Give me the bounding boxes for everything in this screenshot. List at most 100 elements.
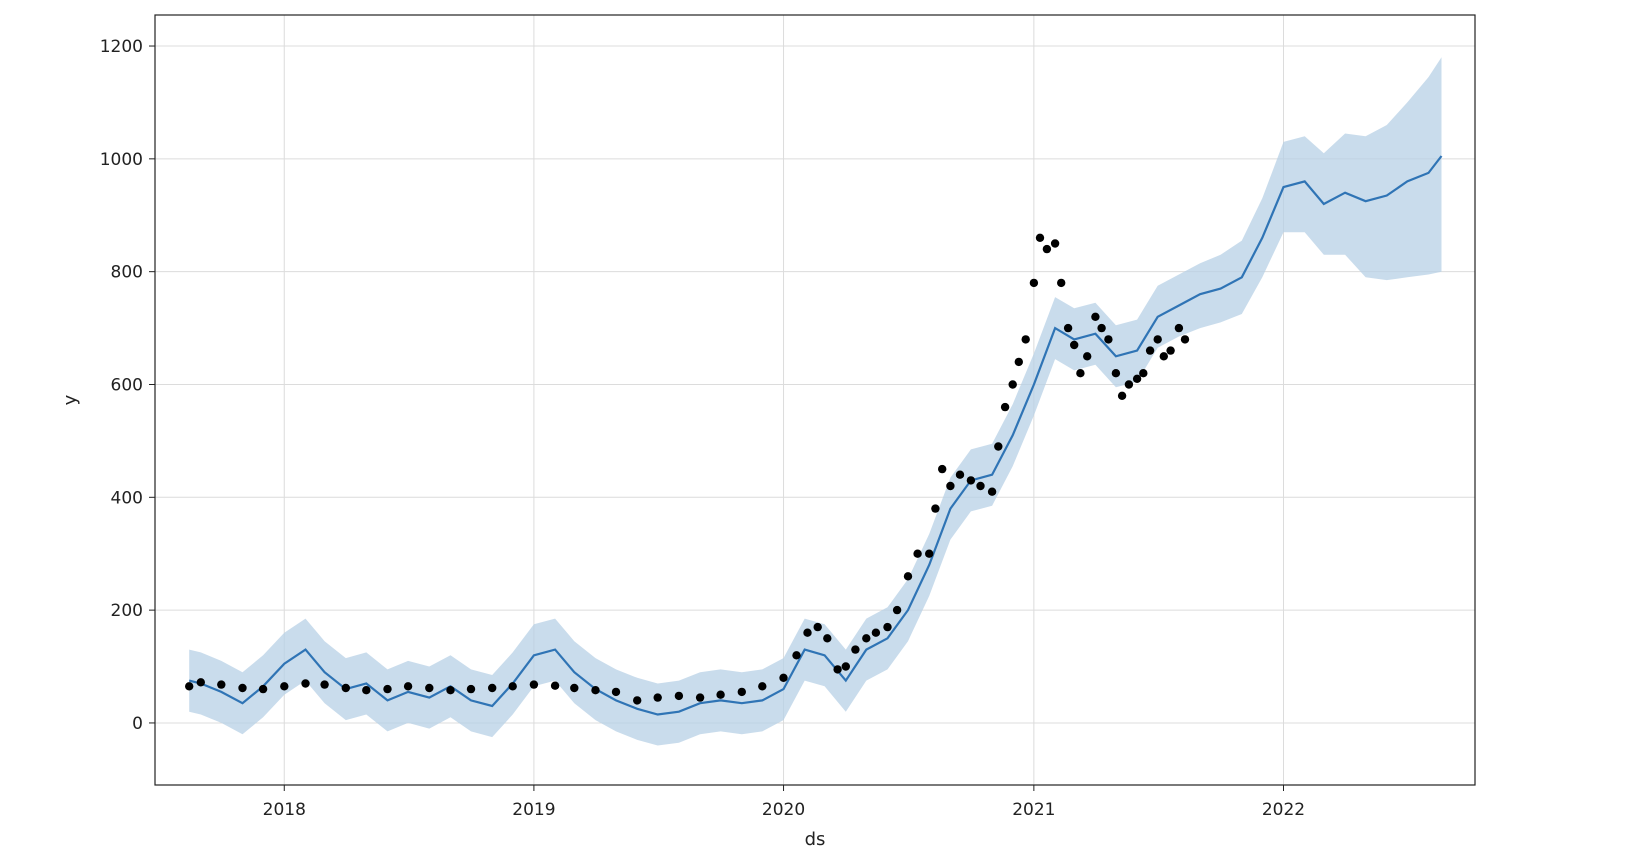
observed-point bbox=[611, 687, 621, 697]
x-axis-label: ds bbox=[805, 829, 826, 850]
observed-point bbox=[258, 684, 268, 694]
observed-point bbox=[931, 504, 940, 513]
observed-point bbox=[591, 686, 600, 695]
observed-point bbox=[570, 683, 579, 693]
observed-point bbox=[892, 605, 902, 615]
observed-point bbox=[196, 678, 205, 687]
observed-point bbox=[1159, 352, 1169, 361]
observed-point bbox=[1111, 369, 1121, 378]
observed-point bbox=[403, 682, 413, 691]
observed-point bbox=[185, 682, 194, 691]
x-tick-label: 2018 bbox=[263, 800, 306, 820]
observed-point bbox=[1180, 335, 1190, 344]
uncertainty-band bbox=[189, 57, 1442, 746]
observed-point bbox=[1091, 312, 1100, 321]
x-tick-label: 2022 bbox=[1262, 800, 1305, 820]
observed-point bbox=[779, 673, 788, 682]
observed-point bbox=[362, 686, 371, 695]
observed-point bbox=[1057, 278, 1066, 288]
y-tick-label: 1000 bbox=[100, 150, 143, 170]
x-tick-label: 2019 bbox=[512, 800, 555, 820]
observed-point bbox=[217, 680, 226, 689]
observed-point bbox=[1070, 340, 1079, 350]
observed-point bbox=[994, 442, 1003, 451]
observed-point bbox=[1063, 323, 1073, 333]
observed-point bbox=[1166, 346, 1175, 355]
observed-point bbox=[301, 679, 310, 688]
observed-point bbox=[955, 470, 965, 479]
observed-point bbox=[1021, 335, 1030, 344]
observed-point bbox=[1139, 369, 1148, 378]
observed-point bbox=[913, 549, 922, 558]
observed-point bbox=[946, 481, 955, 491]
observed-point bbox=[488, 683, 497, 693]
observed-point bbox=[1104, 335, 1113, 344]
observed-point bbox=[320, 680, 329, 689]
x-axis-ticks: 2018 2019 2020 2021 2022 bbox=[263, 785, 1305, 820]
observed-point bbox=[1174, 323, 1184, 333]
observed-point bbox=[1000, 402, 1010, 412]
observed-point bbox=[976, 481, 985, 491]
observed-point bbox=[862, 634, 871, 643]
observed-point bbox=[1097, 323, 1106, 333]
x-tick-label: 2021 bbox=[1012, 800, 1055, 820]
observed-point bbox=[1083, 352, 1092, 361]
observed-point bbox=[238, 683, 247, 693]
observed-point bbox=[925, 549, 934, 558]
x-tick-label: 2020 bbox=[762, 800, 805, 820]
observed-point bbox=[803, 628, 812, 637]
observed-point bbox=[903, 572, 913, 581]
observed-point bbox=[737, 687, 746, 697]
y-tick-label: 600 bbox=[111, 375, 143, 395]
uncertainty-band-area bbox=[189, 57, 1442, 746]
observed-point bbox=[1124, 380, 1134, 389]
observed-point bbox=[716, 690, 725, 699]
observed-point bbox=[695, 693, 705, 702]
observed-points bbox=[185, 233, 1190, 705]
observed-point bbox=[1014, 357, 1023, 367]
observed-point bbox=[833, 665, 842, 674]
observed-point bbox=[1029, 278, 1039, 288]
observed-point bbox=[446, 686, 455, 695]
observed-point bbox=[938, 464, 947, 474]
observed-point bbox=[841, 662, 850, 671]
observed-point bbox=[1132, 374, 1142, 383]
observed-point bbox=[280, 682, 289, 691]
observed-point bbox=[633, 696, 642, 705]
observed-point bbox=[792, 651, 801, 660]
observed-point bbox=[674, 691, 684, 701]
observed-point bbox=[529, 680, 539, 689]
observed-point bbox=[883, 622, 892, 632]
forecast-line-path bbox=[188, 155, 1443, 716]
y-tick-label: 200 bbox=[111, 601, 143, 621]
observed-point bbox=[508, 682, 517, 691]
y-tick-label: 800 bbox=[111, 263, 143, 283]
observed-point bbox=[1153, 335, 1162, 344]
observed-point bbox=[466, 684, 476, 694]
observed-point bbox=[966, 476, 976, 485]
plot-frame bbox=[154, 14, 1476, 786]
observed-point bbox=[341, 683, 350, 693]
observed-point bbox=[813, 622, 822, 632]
y-axis-ticks: 0 200 400 600 800 1000 1200 bbox=[100, 37, 155, 734]
observed-point bbox=[383, 684, 392, 694]
observed-point bbox=[1008, 380, 1017, 389]
observed-point bbox=[1145, 346, 1155, 355]
observed-point bbox=[1050, 239, 1060, 248]
observed-point bbox=[851, 645, 860, 654]
observed-point bbox=[1117, 391, 1127, 400]
observed-point bbox=[1035, 233, 1045, 242]
observed-point bbox=[425, 683, 434, 693]
y-tick-label: 0 bbox=[132, 714, 143, 734]
observed-point bbox=[1076, 369, 1085, 378]
observed-point bbox=[871, 628, 881, 637]
y-tick-label: 1200 bbox=[100, 37, 143, 57]
forecast-line bbox=[188, 155, 1443, 716]
observed-point bbox=[987, 487, 997, 496]
observed-point bbox=[758, 682, 767, 691]
y-tick-label: 400 bbox=[111, 488, 143, 508]
observed-point bbox=[823, 634, 832, 643]
observed-point bbox=[1042, 244, 1052, 254]
observed-point bbox=[550, 681, 560, 690]
